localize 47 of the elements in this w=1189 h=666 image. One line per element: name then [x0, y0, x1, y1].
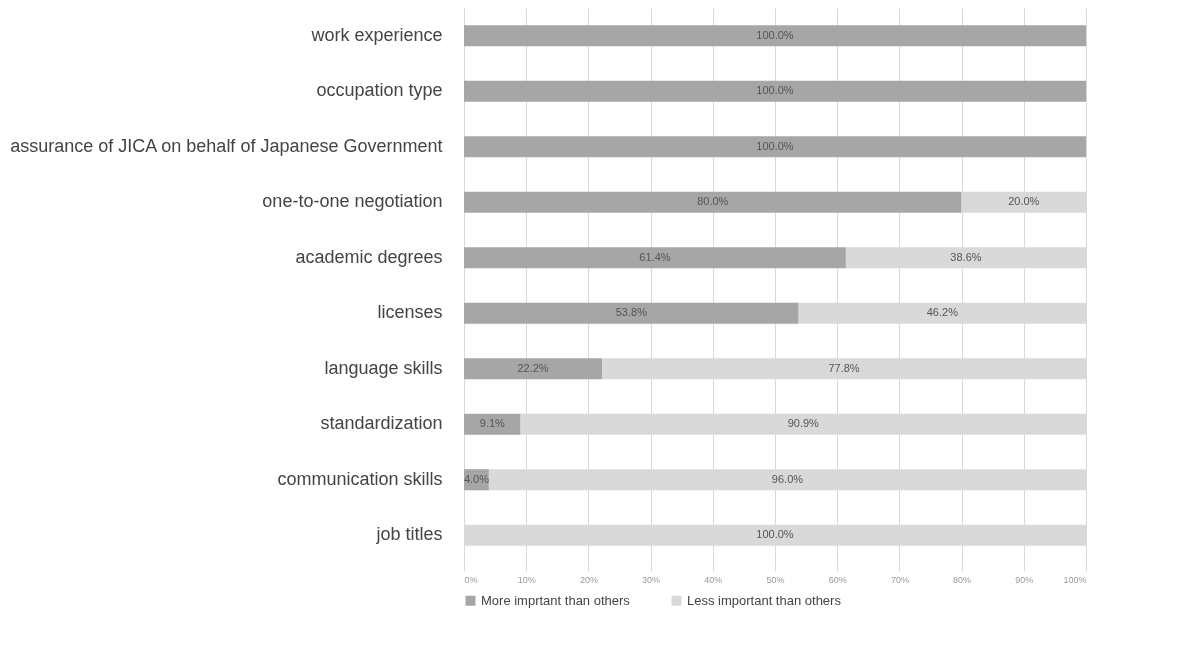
- x-tick-label: 80%: [953, 574, 972, 585]
- bar: [464, 413, 521, 435]
- x-tick-label: 30%: [642, 574, 661, 585]
- x-tick-label: 40%: [704, 574, 723, 585]
- x-tick-label: 70%: [890, 574, 909, 585]
- y-tick-label: assurance of JICA on behalf of Japanese Government: [10, 135, 443, 156]
- y-tick-label: academic degrees: [295, 246, 443, 267]
- data-label: 38.6%: [950, 250, 982, 263]
- data-label: 90.9%: [787, 417, 820, 430]
- data-label: 80.0%: [697, 195, 729, 208]
- bar: [464, 247, 846, 269]
- bar: [464, 136, 1086, 158]
- data-label: 100.0%: [756, 528, 794, 541]
- x-tick-label: 100%: [1063, 574, 1087, 585]
- y-tick-label: work experience: [310, 24, 443, 45]
- y-tick-label: one-to-one negotiation: [262, 191, 443, 212]
- x-tick-label: 20%: [579, 574, 598, 585]
- data-label: 46.2%: [926, 306, 959, 319]
- data-label: 61.4%: [639, 250, 671, 263]
- bar: [464, 358, 603, 380]
- x-tick-label: 90%: [1015, 574, 1034, 585]
- bar: [464, 80, 1086, 102]
- legend-label: More imprtant than others: [481, 592, 631, 608]
- bar: [464, 302, 799, 324]
- data-label: 53.8%: [615, 306, 648, 319]
- x-tick-label: 50%: [766, 574, 785, 585]
- y-tick-label: language skills: [324, 357, 443, 378]
- y-tick-label: communication skills: [277, 468, 443, 489]
- bar: [464, 191, 962, 213]
- data-label: 100.0%: [756, 139, 794, 152]
- x-tick-label: 0%: [464, 574, 478, 585]
- data-label: 9.1%: [479, 417, 506, 430]
- data-label: 96.0%: [771, 472, 804, 485]
- x-tick-label: 10%: [517, 574, 536, 585]
- data-label: 100.0%: [756, 28, 794, 41]
- y-tick-label: job titles: [375, 524, 443, 545]
- legend-label: Less important than others: [687, 592, 842, 608]
- y-tick-label: standardization: [320, 413, 443, 434]
- data-label: 20.0%: [1008, 195, 1040, 208]
- data-label: 4.0%: [463, 472, 490, 485]
- x-tick-label: 60%: [828, 574, 847, 585]
- data-label: 22.2%: [517, 361, 549, 374]
- bar: [464, 25, 1086, 47]
- data-label: 100.0%: [756, 84, 794, 97]
- y-tick-label: occupation type: [316, 80, 443, 101]
- data-label: 77.8%: [828, 361, 860, 374]
- y-tick-label: licenses: [377, 302, 443, 323]
